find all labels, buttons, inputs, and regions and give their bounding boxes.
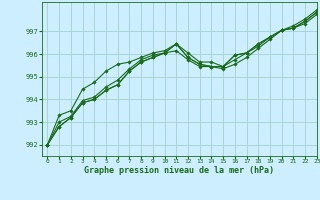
X-axis label: Graphe pression niveau de la mer (hPa): Graphe pression niveau de la mer (hPa) (84, 166, 274, 175)
